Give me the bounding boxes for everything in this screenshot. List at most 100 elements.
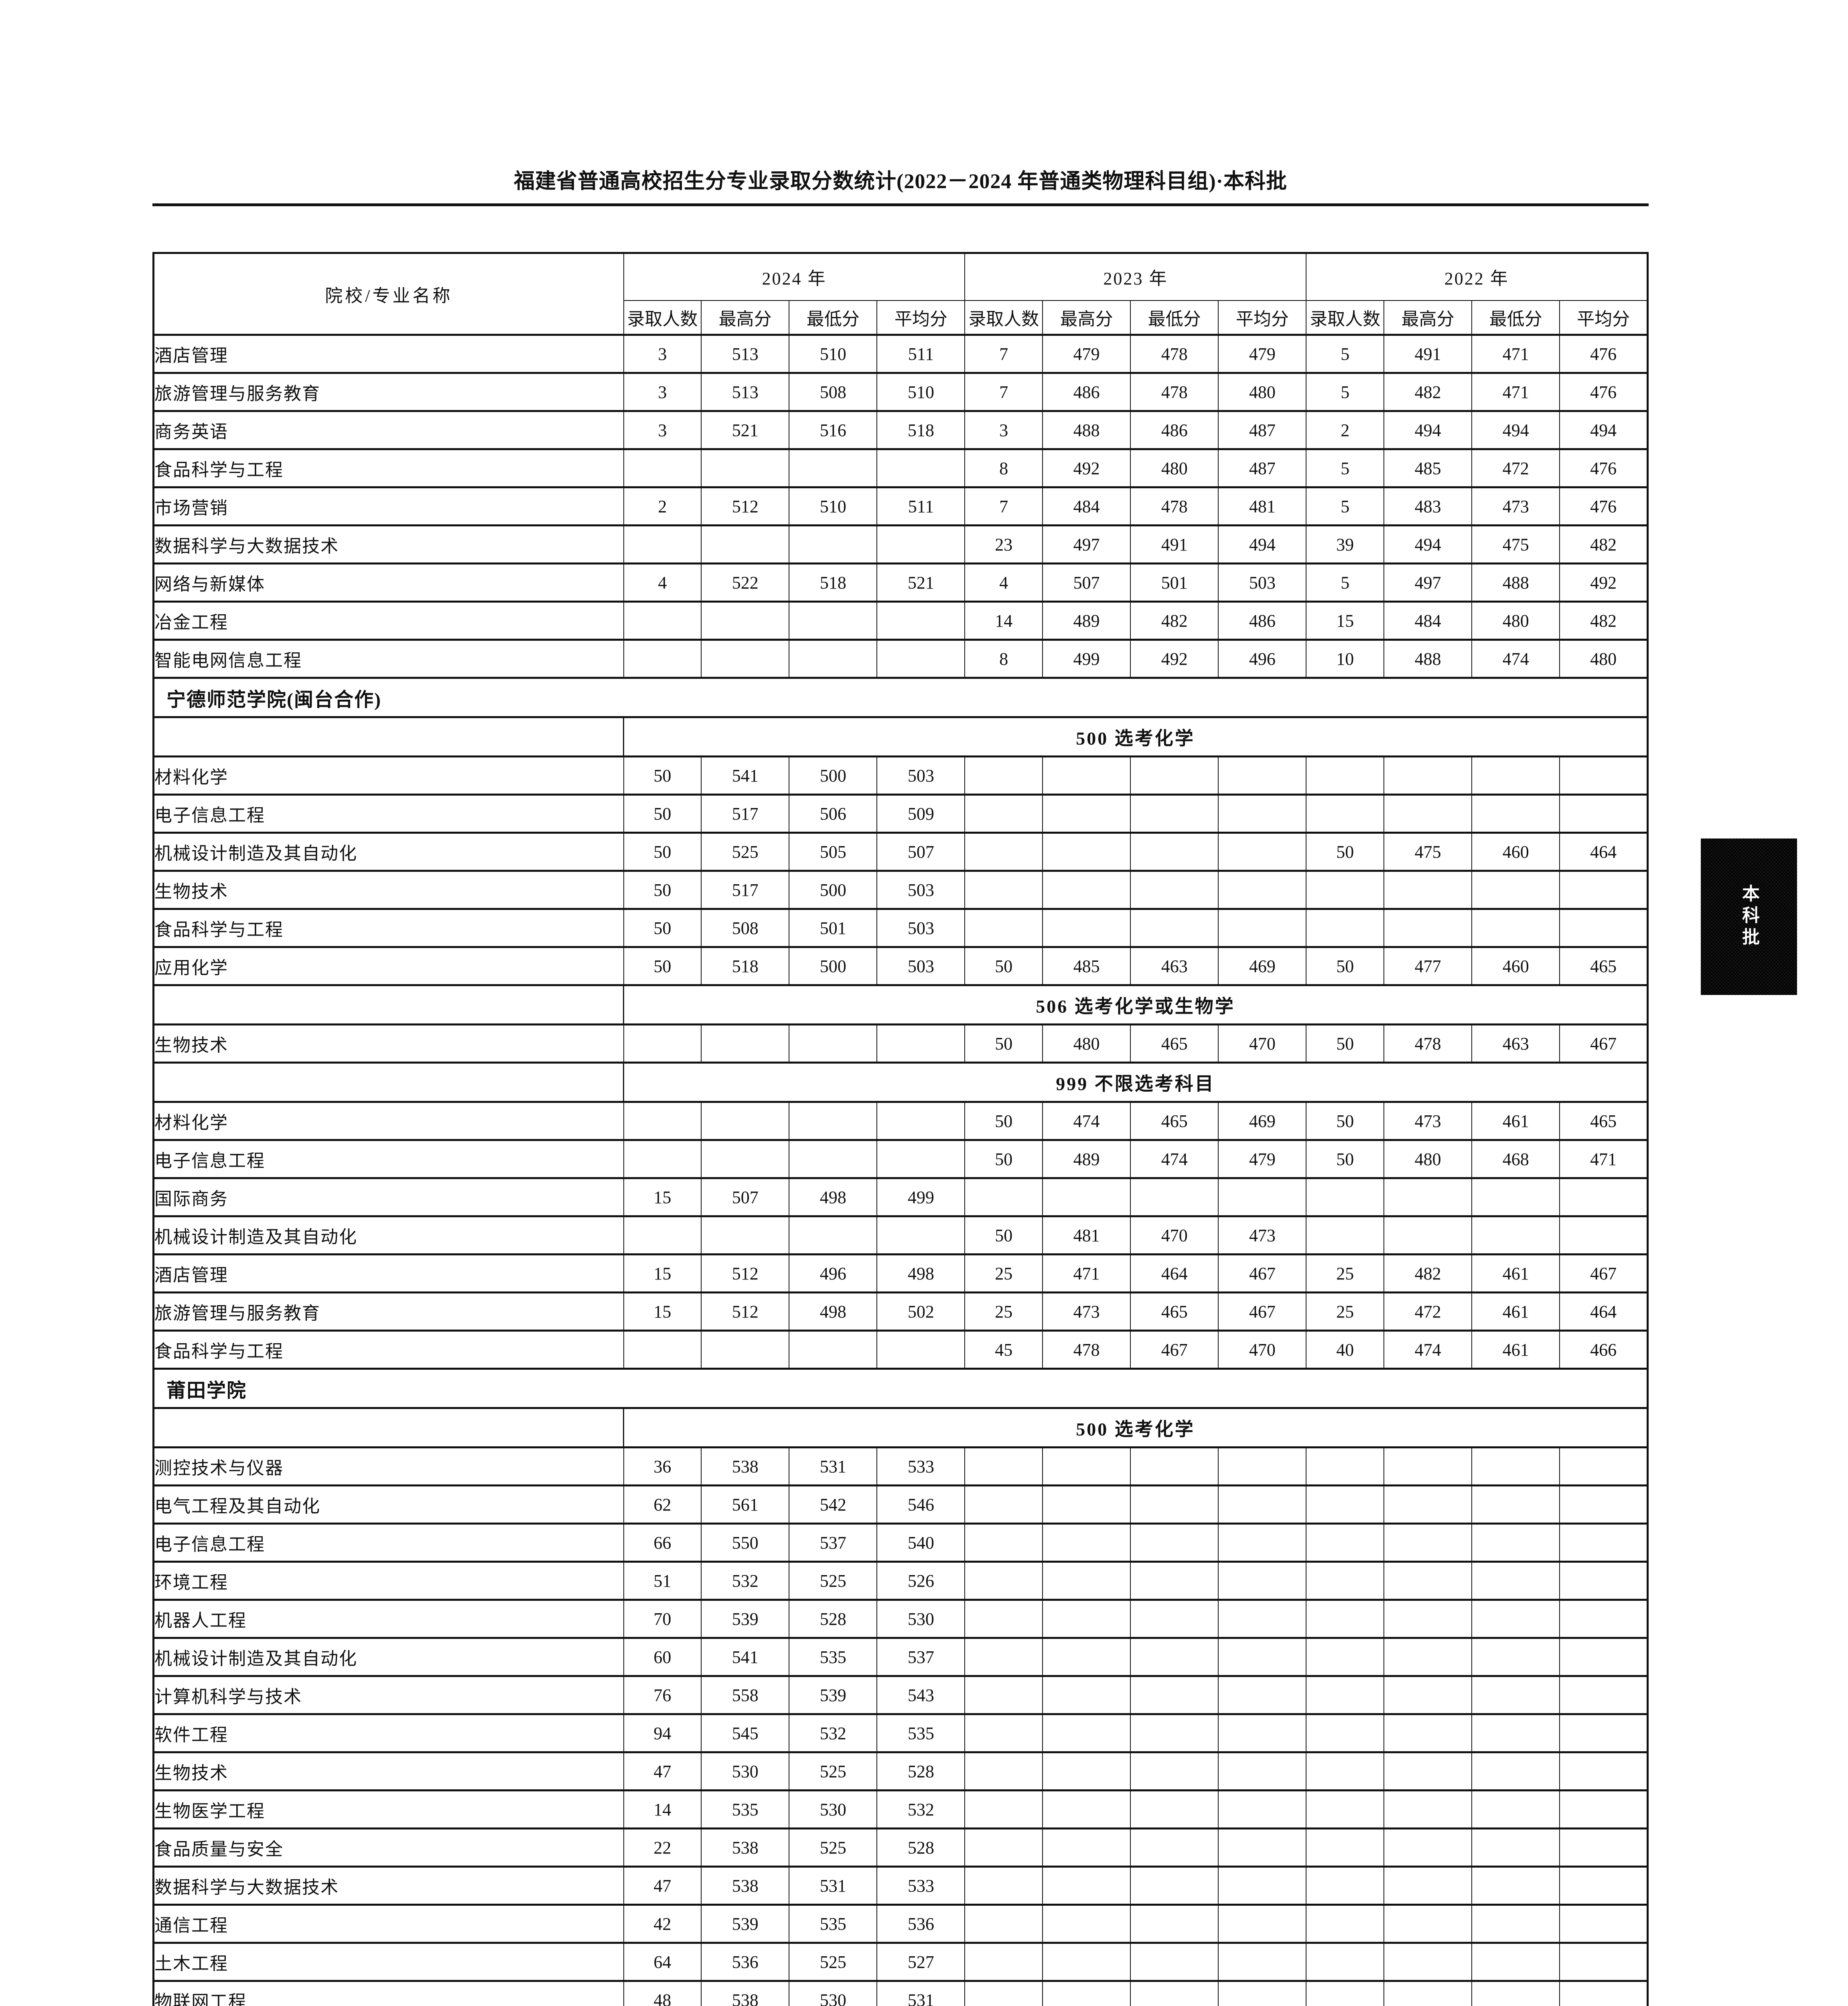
program-name-cell: 食品科学与工程 (153, 908, 624, 948)
score-cell: 480 (1559, 639, 1648, 678)
header-rule (152, 203, 1649, 206)
score-cell: 505 (789, 832, 878, 871)
score-cell: 492 (1042, 448, 1131, 488)
table-row: 电子信息工程 66 550 537 540 (153, 1523, 1648, 1562)
score-cell (623, 1101, 702, 1141)
score-cell: 539 (789, 1675, 878, 1715)
header-row-years: 院校/专业名称 2024 年 2023 年 2022 年 (153, 252, 1648, 335)
score-cell: 3 (964, 410, 1043, 450)
table-row: 生物医学工程 14 535 530 532 (153, 1789, 1648, 1829)
score-cell (1471, 1751, 1560, 1791)
score-cell: 464 (1559, 832, 1648, 871)
score-cell: 47 (623, 1751, 702, 1791)
score-cell: 482 (1383, 372, 1473, 412)
score-cell (1383, 908, 1473, 948)
score-cell: 496 (789, 1253, 878, 1293)
program-name-cell: 电子信息工程 (153, 1523, 624, 1562)
score-cell: 2 (623, 486, 702, 526)
score-cell: 530 (876, 1599, 966, 1639)
score-cell: 537 (876, 1637, 966, 1677)
score-cell: 50 (1306, 1101, 1385, 1141)
score-cell: 488 (1471, 562, 1560, 602)
score-cell: 50 (964, 1215, 1043, 1255)
score-cell: 538 (701, 1866, 790, 1905)
score-cell: 479 (1218, 1139, 1307, 1179)
score-cell (623, 1330, 702, 1369)
score-cell: 472 (1471, 448, 1560, 488)
table-row: 物联网工程 48 538 530 531 (153, 1980, 1648, 2006)
program-name-cell: 测控技术与仪器 (153, 1446, 624, 1486)
header-2022-avg: 平均分 (1559, 300, 1648, 335)
score-cell (964, 1561, 1043, 1600)
score-cell: 510 (876, 372, 966, 412)
score-cell: 487 (1218, 448, 1307, 488)
score-cell (789, 639, 878, 678)
score-cell (1218, 1866, 1307, 1905)
score-cell: 467 (1559, 1023, 1648, 1063)
score-cell (1383, 1980, 1473, 2006)
score-cell (1383, 1177, 1473, 1217)
score-cell (1471, 1713, 1560, 1753)
school-name: 莆田学院 (153, 1368, 1648, 1409)
score-cell (1471, 1599, 1560, 1639)
score-cell: 3 (623, 372, 702, 412)
score-cell: 486 (1042, 372, 1131, 412)
program-name-cell: 生物医学工程 (153, 1789, 624, 1829)
score-cell: 5 (1306, 334, 1385, 374)
school-header-row: 宁德师范学院(闽台合作) (153, 677, 1648, 718)
score-cell (1042, 1561, 1131, 1600)
score-cell: 469 (1218, 946, 1307, 986)
table-row: 测控技术与仪器 36 538 531 533 (153, 1446, 1648, 1486)
score-cell: 538 (701, 1980, 790, 2006)
score-cell: 477 (1383, 946, 1473, 986)
score-cell: 480 (1383, 1139, 1473, 1179)
score-cell (964, 794, 1043, 833)
score-cell: 503 (876, 946, 966, 986)
score-cell: 4 (964, 562, 1043, 602)
score-cell (1383, 1484, 1473, 1524)
running-head: 福建省普通高校招生分专业录取分数统计(2022－2024 年普通类物理科目组)·… (152, 169, 1649, 206)
table-row: 通信工程 42 539 535 536 (153, 1904, 1648, 1943)
score-cell (1042, 1827, 1131, 1867)
score-cell: 542 (789, 1484, 878, 1524)
score-cell (1130, 1637, 1219, 1677)
score-cell: 467 (1130, 1330, 1219, 1369)
score-cell (876, 1215, 966, 1255)
score-cell: 5 (1306, 372, 1385, 412)
score-cell: 536 (701, 1942, 790, 1982)
score-cell: 543 (876, 1675, 966, 1715)
table-row: 国际商务 15 507 498 499 (153, 1177, 1648, 1217)
score-cell: 482 (1559, 524, 1648, 564)
score-cell (964, 1523, 1043, 1562)
score-cell: 503 (876, 908, 966, 948)
table-row: 食品科学与工程 50 508 501 503 (153, 908, 1648, 948)
table-row: 旅游管理与服务教育 3 513 508 510 7 486 478 480 5 482 471 476 (153, 372, 1648, 412)
score-cell: 483 (1383, 486, 1473, 526)
score-cell (1559, 870, 1648, 910)
score-cell (623, 639, 702, 678)
score-cell: 466 (1559, 1330, 1648, 1369)
score-cell: 488 (1383, 639, 1473, 678)
score-cell: 22 (623, 1827, 702, 1867)
table-row: 数据科学与大数据技术 47 538 531 533 (153, 1866, 1648, 1905)
header-2023-avg: 平均分 (1218, 300, 1307, 335)
program-name-cell: 国际商务 (153, 1177, 624, 1217)
score-cell (1383, 1446, 1473, 1486)
score-cell: 517 (701, 870, 790, 910)
score-cell (1306, 1751, 1385, 1791)
score-cell (1306, 794, 1385, 833)
program-name-cell: 数据科学与大数据技术 (153, 1866, 624, 1905)
score-cell (1559, 1637, 1648, 1677)
score-cell: 512 (701, 486, 790, 526)
score-cell: 522 (701, 562, 790, 602)
table-row: 市场营销 2 512 510 511 7 484 478 481 5 483 473 476 (153, 486, 1648, 526)
score-cell (1130, 1675, 1219, 1715)
score-cell (1042, 870, 1131, 910)
score-cell: 76 (623, 1675, 702, 1715)
score-cell: 461 (1471, 1330, 1560, 1369)
score-cell: 471 (1559, 1139, 1648, 1179)
score-cell: 530 (789, 1980, 878, 2006)
score-cell: 70 (623, 1599, 702, 1639)
header-2024-min: 最低分 (789, 300, 878, 335)
